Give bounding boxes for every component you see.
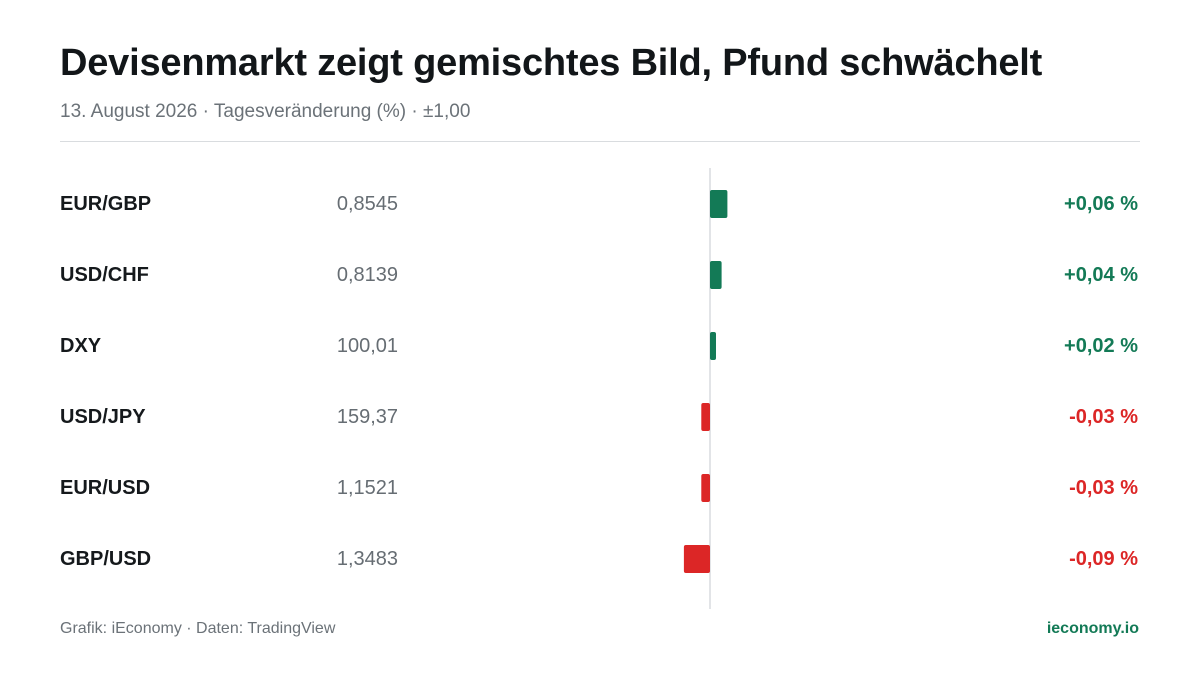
pair-label: EUR/USD <box>60 477 150 499</box>
row-usd-chf: USD/CHF 0,8139 +0,04 % <box>60 261 1138 289</box>
price-label: 100,01 <box>337 335 398 357</box>
price-label: 0,8139 <box>337 264 398 286</box>
change-bar <box>710 190 728 218</box>
row-eur-usd: EUR/USD 1,1521 -0,03 % <box>60 474 1138 502</box>
price-label: 159,37 <box>337 406 398 428</box>
price-label: 1,1521 <box>337 477 398 499</box>
chart-subtitle: 13. August 2026 · Tagesveränderung (%) ·… <box>60 101 471 122</box>
row-eur-gbp: EUR/GBP 0,8545 +0,06 % <box>60 190 1138 218</box>
pair-label: DXY <box>60 335 102 357</box>
change-bar <box>701 403 710 431</box>
header-divider <box>60 141 1140 142</box>
chart-title: Devisenmarkt zeigt gemischtes Bild, Pfun… <box>60 42 1043 84</box>
change-label: +0,06 % <box>1064 193 1138 215</box>
pair-label: GBP/USD <box>60 548 151 570</box>
pair-label: USD/CHF <box>60 264 149 286</box>
footer-source: Grafik: iEconomy · Daten: TradingView <box>60 620 336 637</box>
change-bar <box>710 261 722 289</box>
row-gbp-usd: GBP/USD 1,3483 -0,09 % <box>60 545 1138 573</box>
change-bar <box>701 474 710 502</box>
row-dxy: DXY 100,01 +0,02 % <box>60 332 1138 360</box>
change-label: +0,02 % <box>1064 335 1138 357</box>
pair-label: USD/JPY <box>60 406 146 428</box>
footer-brand[interactable]: ieconomy.io <box>1046 620 1139 637</box>
price-label: 1,3483 <box>337 548 398 570</box>
change-bar <box>683 545 710 573</box>
change-label: +0,04 % <box>1064 264 1138 286</box>
fx-change-chart: EUR/GBP 0,8545 +0,06 % USD/CHF 0,8139 +0,04 %… <box>60 168 1138 609</box>
price-label: 0,8545 <box>337 193 398 215</box>
change-label: -0,09 % <box>1069 548 1138 570</box>
change-label: -0,03 % <box>1069 406 1138 428</box>
row-usd-jpy: USD/JPY 159,37 -0,03 % <box>60 403 1138 431</box>
change-bar <box>710 332 716 360</box>
change-label: -0,03 % <box>1069 477 1138 499</box>
pair-label: EUR/GBP <box>60 193 151 215</box>
